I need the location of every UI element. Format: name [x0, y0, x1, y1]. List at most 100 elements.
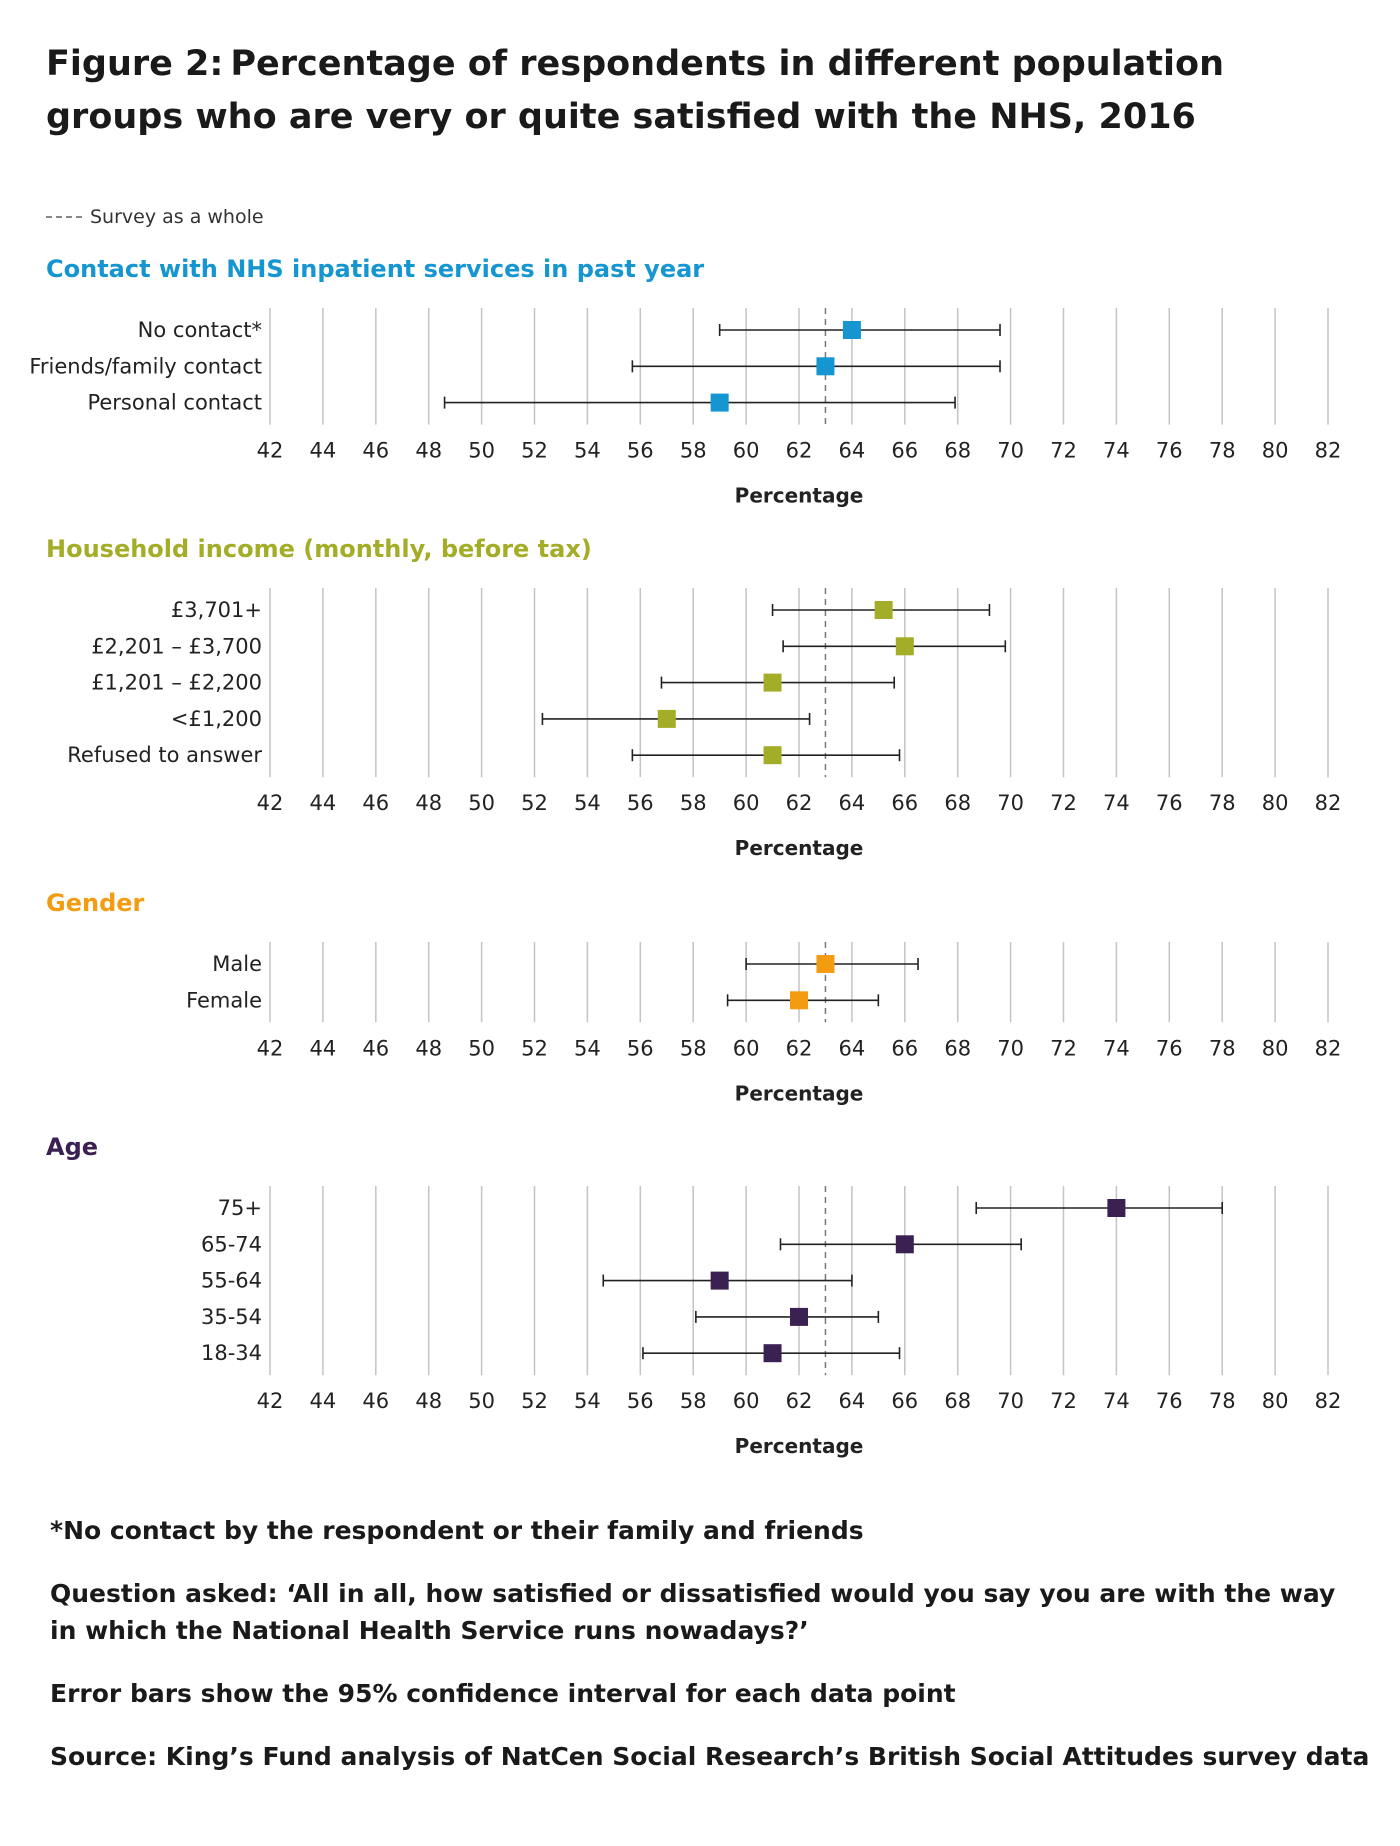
- x-tick-label: 76: [1156, 791, 1183, 815]
- x-tick-label: 64: [839, 439, 866, 463]
- x-tick-label: 46: [362, 791, 389, 815]
- x-tick-label: 42: [257, 791, 284, 815]
- x-tick-label: 66: [891, 1036, 918, 1060]
- panel-title: Contact with NHS inpatient services in p…: [46, 255, 704, 283]
- data-point: [763, 673, 782, 692]
- x-tick-label: 44: [310, 791, 337, 815]
- category-label: £2,201 – £3,700: [91, 634, 262, 658]
- x-tick-label: 62: [786, 791, 813, 815]
- x-tick-label: 74: [1103, 1389, 1130, 1413]
- x-tick-label: 54: [574, 1036, 601, 1060]
- category-label: Friends/family contact: [29, 354, 262, 378]
- x-tick-label: 42: [257, 1389, 284, 1413]
- panel-title: Age: [46, 1133, 98, 1161]
- data-point: [763, 1344, 782, 1363]
- x-tick-label: 56: [627, 1389, 654, 1413]
- x-tick-label: 74: [1103, 791, 1130, 815]
- x-tick-label: 52: [521, 1036, 548, 1060]
- x-tick-label: 76: [1156, 1036, 1183, 1060]
- category-label: £3,701+: [171, 598, 262, 622]
- category-label: Personal contact: [87, 391, 262, 415]
- category-label: 18-34: [201, 1341, 262, 1365]
- category-label: Refused to answer: [67, 743, 262, 767]
- x-tick-label: 62: [786, 1389, 813, 1413]
- x-tick-label: 64: [839, 1036, 866, 1060]
- category-label: 65-74: [201, 1232, 262, 1256]
- data-point: [816, 955, 835, 973]
- x-tick-label: 66: [891, 791, 918, 815]
- x-tick-label: 54: [574, 439, 601, 463]
- footnote: *No contact by the respondent or their f…: [50, 1516, 864, 1545]
- panel-4: Age 42 44 46 48 50 52 54 56 58 60 62 64 66 68 70 72 74 76 7…: [46, 1133, 1341, 1458]
- data-point: [790, 1307, 808, 1326]
- data-point: [710, 1271, 729, 1290]
- x-tick-label: 78: [1209, 1036, 1236, 1060]
- dot-plot-chart: Contact with NHS inpatient services in p…: [29, 255, 1341, 1458]
- x-tick-label: 62: [786, 1036, 813, 1060]
- x-tick-label: 82: [1315, 1389, 1342, 1413]
- x-tick-label: 54: [574, 1389, 601, 1413]
- x-axis-label: Percentage: [735, 1081, 864, 1105]
- x-tick-label: 46: [362, 1036, 389, 1060]
- reference-line-swatch: [46, 216, 82, 218]
- x-tick-label: 82: [1315, 439, 1342, 463]
- x-tick-label: 56: [627, 791, 654, 815]
- x-tick-label: 64: [839, 791, 866, 815]
- panel-title: Household income (monthly, before tax): [46, 535, 592, 563]
- x-tick-label: 66: [891, 439, 918, 463]
- x-tick-label: 58: [680, 1389, 707, 1413]
- x-tick-label: 52: [521, 791, 548, 815]
- x-tick-label: 50: [468, 791, 495, 815]
- x-tick-label: 60: [733, 1036, 760, 1060]
- legend-label: Survey as a whole: [90, 206, 264, 228]
- category-label: Female: [186, 988, 262, 1012]
- x-tick-label: 80: [1262, 1036, 1289, 1060]
- x-tick-label: 48: [415, 1036, 442, 1060]
- data-point: [816, 357, 835, 376]
- x-tick-label: 68: [944, 439, 971, 463]
- x-tick-label: 58: [680, 1036, 707, 1060]
- x-tick-label: 64: [839, 1389, 866, 1413]
- x-tick-label: 82: [1315, 1036, 1342, 1060]
- x-tick-label: 68: [944, 1389, 971, 1413]
- panel-2: Household income (monthly, before tax) 42…: [46, 535, 1341, 860]
- x-tick-label: 58: [680, 439, 707, 463]
- x-tick-label: 70: [997, 1036, 1024, 1060]
- data-point: [874, 601, 893, 619]
- x-tick-label: 70: [997, 439, 1024, 463]
- category-label: <£1,200: [171, 707, 262, 731]
- x-tick-label: 70: [997, 1389, 1024, 1413]
- data-point: [657, 709, 676, 728]
- x-tick-label: 74: [1103, 1036, 1130, 1060]
- category-label: £1,201 – £2,200: [91, 671, 262, 695]
- x-tick-label: 48: [415, 439, 442, 463]
- x-tick-label: 78: [1209, 791, 1236, 815]
- x-tick-label: 46: [362, 439, 389, 463]
- x-tick-label: 42: [257, 1036, 284, 1060]
- panel-1: Contact with NHS inpatient services in p…: [29, 255, 1341, 508]
- x-tick-label: 80: [1262, 1389, 1289, 1413]
- x-tick-label: 78: [1209, 1389, 1236, 1413]
- data-point: [1107, 1199, 1126, 1217]
- x-tick-label: 72: [1050, 439, 1077, 463]
- x-tick-label: 44: [310, 1389, 337, 1413]
- question-note: Question asked: ‘All in all, how satisfi…: [50, 1579, 1336, 1645]
- x-tick-label: 50: [468, 439, 495, 463]
- x-tick-label: 72: [1050, 1389, 1077, 1413]
- x-tick-label: 76: [1156, 1389, 1183, 1413]
- x-tick-label: 56: [627, 1036, 654, 1060]
- panel-3: Gender 42 44 46 48 50 52 54 56 58 60 62 64 66 68 70 72 74…: [46, 889, 1341, 1105]
- x-tick-label: 82: [1315, 791, 1342, 815]
- data-point: [842, 321, 861, 339]
- x-tick-label: 48: [415, 1389, 442, 1413]
- x-tick-label: 50: [468, 1389, 495, 1413]
- category-label: 75+: [218, 1196, 262, 1220]
- x-tick-label: 52: [521, 439, 548, 463]
- x-tick-label: 48: [415, 791, 442, 815]
- category-label: 35-54: [201, 1305, 262, 1329]
- x-tick-label: 72: [1050, 791, 1077, 815]
- x-tick-label: 60: [733, 439, 760, 463]
- x-axis-label: Percentage: [735, 484, 864, 508]
- x-tick-label: 50: [468, 1036, 495, 1060]
- x-tick-label: 70: [997, 791, 1024, 815]
